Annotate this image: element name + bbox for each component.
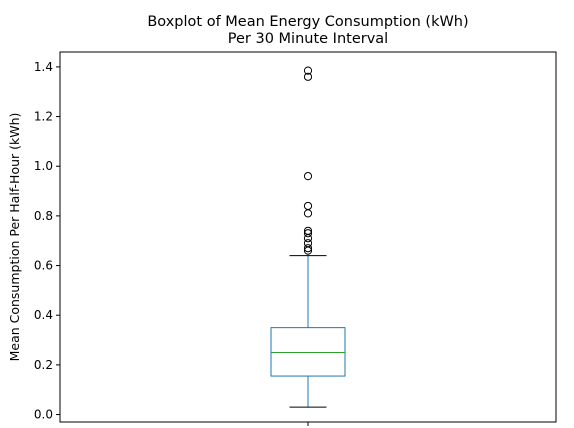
- outlier-point: [303, 244, 313, 253]
- outlier-point: [303, 209, 313, 218]
- iqr-box: [270, 327, 346, 377]
- y-tick-label: 1.0: [34, 159, 53, 173]
- y-tick-label: 0.6: [34, 259, 53, 273]
- outlier-point: [303, 201, 313, 211]
- y-axis-label: Mean Consumption Per Half-Hour (kWh): [7, 113, 22, 362]
- outlier-point: [303, 239, 313, 248]
- outlier-point: [303, 72, 313, 81]
- outlier-point: [303, 229, 313, 238]
- plot-area: 0.0 0.2 0.4 0.6 0.8 1.0 1.2 1.4: [34, 51, 557, 426]
- y-tick-label: 1.2: [34, 110, 53, 124]
- y-tick-label: 1.4: [34, 60, 53, 74]
- outlier-point: [303, 66, 313, 75]
- outlier-point: [303, 226, 313, 235]
- y-tick-label: 0.0: [34, 408, 53, 422]
- outlier-point: [303, 172, 313, 181]
- y-tick-label: 0.8: [34, 209, 53, 223]
- y-tick-label: 0.2: [34, 358, 53, 372]
- chart-title-line1: Boxplot of Mean Energy Consumption (kWh): [147, 14, 468, 30]
- chart-title-line2: Per 30 Minute Interval: [228, 31, 388, 47]
- y-tick-label: 0.4: [34, 308, 53, 322]
